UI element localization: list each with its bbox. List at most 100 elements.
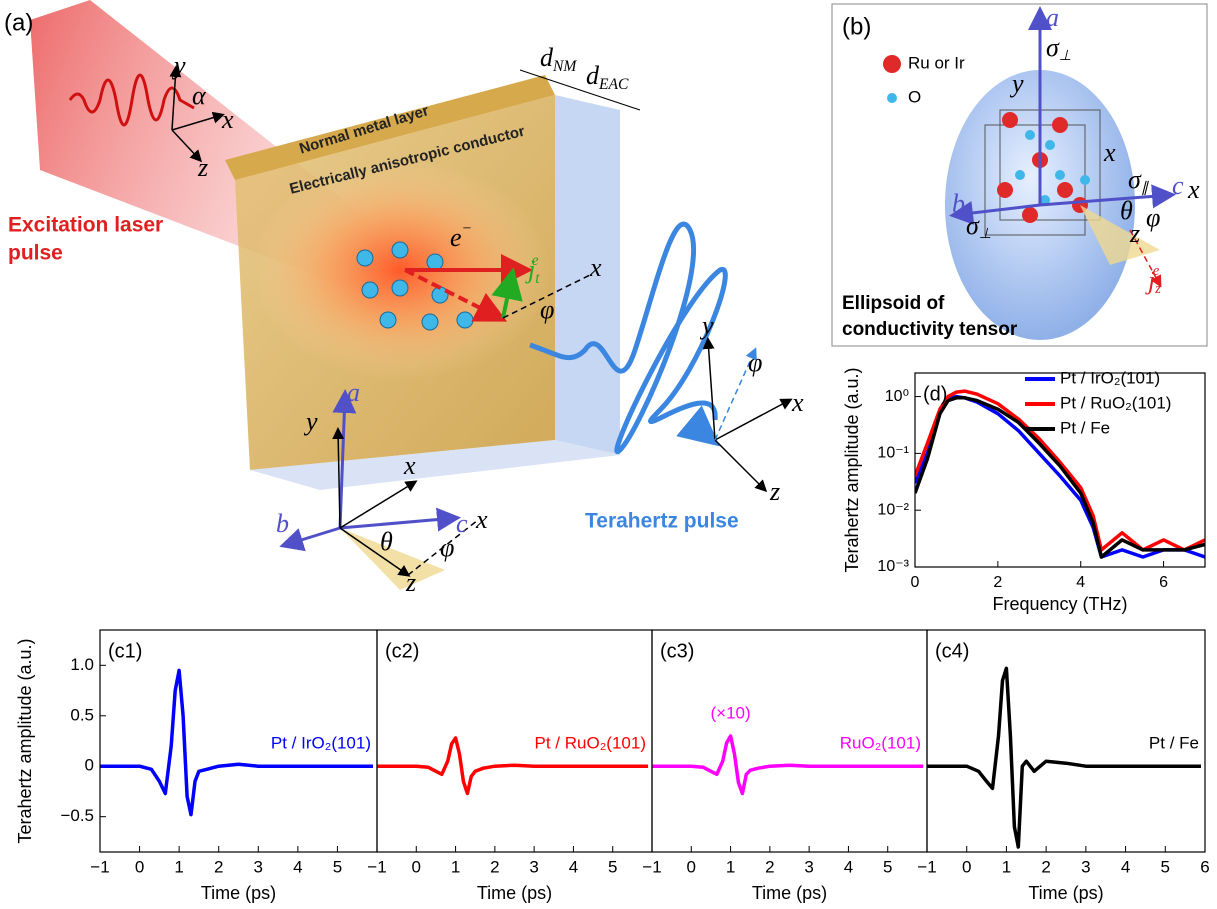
- axis-line: [339, 507, 461, 532]
- symbol-sup: e: [1153, 263, 1160, 279]
- x-tick-label: 4: [844, 857, 853, 876]
- x-tick-label: 0: [135, 857, 144, 876]
- x-tick-label: 0: [687, 857, 696, 876]
- symbol-sub: t: [535, 270, 540, 287]
- x-tick-label: −1: [642, 857, 661, 876]
- symbol-base: σ: [1128, 165, 1142, 194]
- symbol: jte: [525, 252, 540, 287]
- axis-line: [332, 427, 345, 529]
- symbol-sub: NM: [552, 58, 577, 75]
- thz-label: Terahertz pulse: [585, 510, 739, 533]
- axis-line: [407, 519, 479, 576]
- terahertz-wave: [529, 221, 728, 455]
- panel-frame: [831, 3, 1208, 347]
- symbol: z: [1129, 219, 1140, 248]
- legend-o: [887, 93, 897, 103]
- y-tick-label: 10⁻¹: [877, 445, 909, 462]
- x-tick-label: 2: [1041, 857, 1050, 876]
- x-tick-label: 3: [1081, 857, 1090, 876]
- symbol: z: [197, 153, 208, 182]
- x-tick-label: 0: [911, 574, 920, 591]
- symbol: a: [347, 378, 360, 407]
- x-axis-label: Time (ps): [201, 883, 276, 903]
- legend-label: Pt / RuO₂(101): [1060, 393, 1171, 412]
- x-axis-label: Time (ps): [1028, 883, 1103, 903]
- symbol-sup: −: [462, 220, 473, 237]
- series-label: Pt / RuO₂(101): [535, 734, 646, 753]
- symbol: b: [952, 189, 965, 218]
- legend-label: Pt / IrO₂(101): [1060, 368, 1160, 387]
- symbol-base: j: [525, 255, 535, 284]
- axis-line: [702, 337, 716, 441]
- plot-frame: [926, 629, 1206, 853]
- caption: Ellipsoid of: [842, 293, 945, 314]
- axis-line: [171, 129, 203, 163]
- y-axis-label: Terahertz amplitude (a.u.): [842, 367, 862, 572]
- axis-line: [171, 111, 225, 131]
- y-tick-label: −0.5: [60, 806, 94, 825]
- symbol: α: [192, 81, 207, 110]
- symbol-base: j: [1145, 266, 1155, 295]
- cone: [1080, 205, 1160, 265]
- axis-line: [332, 389, 357, 529]
- x-tick-label: 4: [293, 857, 302, 876]
- series-line: [652, 734, 924, 796]
- symbol: x: [791, 388, 804, 417]
- legend-ru: [883, 55, 901, 73]
- symbol: y: [1009, 69, 1024, 98]
- symbol-base: e: [450, 223, 462, 252]
- symbol: φ: [440, 533, 454, 562]
- x-tick-label: 4: [1076, 574, 1085, 591]
- x-tick-label: 4: [569, 857, 578, 876]
- panel-label: (c3): [660, 640, 694, 662]
- x-tick-label: 1: [1002, 857, 1011, 876]
- terahertz-arrow: [676, 405, 720, 447]
- panel-a-art: [30, 0, 793, 590]
- x-tick-label: 2: [993, 574, 1002, 591]
- symbol: b: [276, 509, 289, 538]
- series-line: [377, 736, 649, 796]
- plot-frame: [914, 372, 1206, 568]
- current-arrow: [404, 268, 508, 322]
- series-line: [100, 668, 373, 817]
- y-axis-label: Terahertz amplitude (a.u.): [15, 638, 35, 843]
- x-tick-label: −1: [917, 857, 936, 876]
- x-tick-label: 2: [490, 857, 499, 876]
- symbol: a: [1046, 3, 1059, 32]
- panel-label: (d): [923, 383, 947, 405]
- symbol: jze: [1145, 263, 1161, 297]
- legend-label: Pt / Fe: [1060, 418, 1110, 437]
- series-label: RuO₂(101): [840, 734, 921, 753]
- symbol: φ: [748, 348, 762, 377]
- series-line: [927, 666, 1201, 849]
- y-tick-label: 10⁻³: [877, 558, 909, 575]
- electrons: [356, 241, 474, 331]
- symbol-sub: ⊥: [1059, 48, 1072, 64]
- o-atoms: [1015, 130, 1090, 205]
- x-tick-label: −1: [367, 857, 386, 876]
- series-line: [915, 396, 1205, 559]
- current-arrow: [491, 267, 523, 319]
- x-tick-label: 0: [412, 857, 421, 876]
- panel-label: (b): [842, 13, 871, 40]
- symbol: e−: [450, 220, 472, 252]
- symbol: x: [475, 505, 488, 534]
- symbol: x: [221, 105, 234, 134]
- y-tick-label: 0: [85, 756, 94, 775]
- axis-line: [339, 527, 411, 577]
- symbol: θ: [1120, 196, 1133, 225]
- x-tick-label: 6: [1200, 857, 1209, 876]
- symbol: x: [1103, 138, 1116, 167]
- symbol-base: σ: [966, 211, 980, 240]
- panel-label: (c4): [935, 640, 969, 662]
- symbol: θ: [380, 527, 393, 556]
- caption: conductivity tensor: [842, 319, 1018, 340]
- series-label: Pt / IrO₂(101): [271, 734, 371, 753]
- laser-wave: [68, 73, 195, 127]
- symbol: dNM: [540, 43, 577, 75]
- axis-line: [169, 65, 182, 131]
- laser-label: Excitation laser: [8, 214, 163, 237]
- axis-line: [949, 200, 1041, 225]
- symbol-base: d: [540, 43, 554, 72]
- x-tick-label: 1: [726, 857, 735, 876]
